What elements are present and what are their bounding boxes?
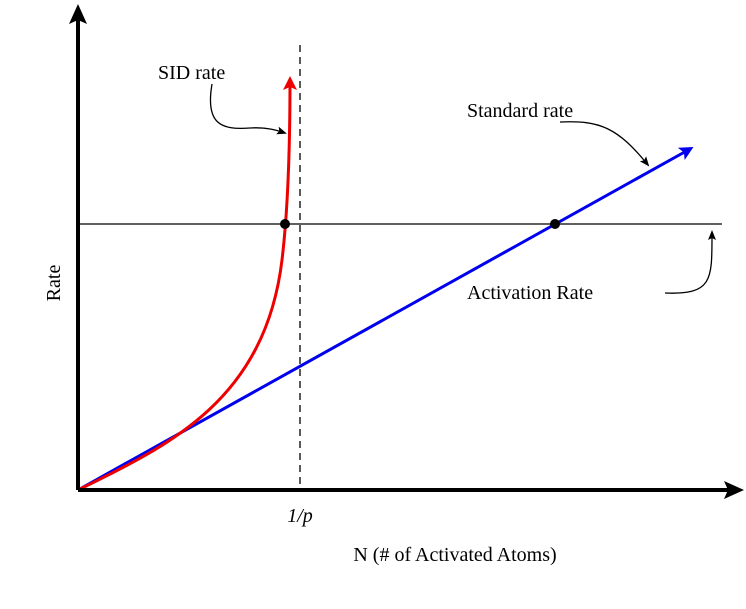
standard-rate-label: Standard rate bbox=[467, 100, 573, 122]
sid-rate-curve bbox=[77, 76, 297, 492]
intersection-point bbox=[280, 219, 290, 229]
annotation-arrow bbox=[664, 230, 717, 294]
annotation-arrow bbox=[559, 121, 650, 167]
y-axis-label: Rate bbox=[43, 265, 65, 302]
sid-rate-label: SID rate bbox=[158, 62, 225, 84]
intersection-point bbox=[550, 219, 560, 229]
x-tick-label: 1/p bbox=[287, 505, 313, 527]
x-axis-label: N (# of Activated Atoms) bbox=[353, 544, 556, 566]
annotation-arrow bbox=[209, 83, 287, 135]
activation-rate-label: Activation Rate bbox=[467, 282, 593, 304]
